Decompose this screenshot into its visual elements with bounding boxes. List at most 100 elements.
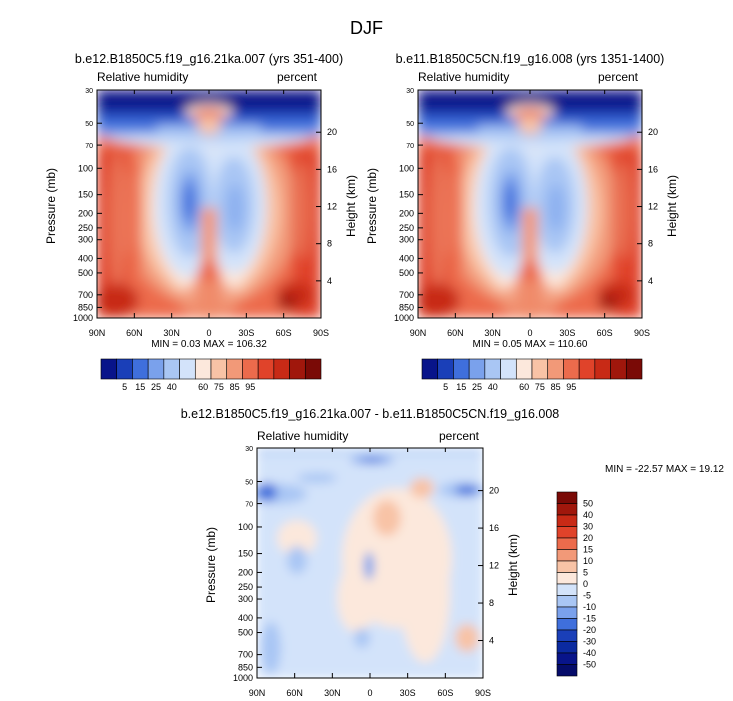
panel-2-x-tick-label: 30S (559, 328, 575, 338)
panel-3-colorbar-swatch (556, 641, 578, 654)
panel-1-colorbar-swatch (304, 358, 322, 380)
panel-2-y-tick-label: 1000 (394, 313, 414, 323)
panel-3-y-tick-label: 100 (238, 522, 253, 532)
panel-3-colorbar-label: -30 (583, 637, 596, 647)
panel-1-right-label: percent (277, 70, 318, 84)
panel-1-y-tick-label: 250 (78, 223, 93, 233)
panel-3-colorbar-swatch (556, 618, 578, 631)
panel-1-colorbar-swatch (210, 358, 228, 380)
panel-3-x-tick-label: 90S (475, 688, 491, 698)
panel-1-colorbar-swatch (273, 358, 290, 380)
panel-2-x-tick-label: 60S (597, 328, 613, 338)
panel-1-y-tick-label: 50 (85, 121, 93, 128)
panel-3-colorbar-swatch (556, 491, 578, 504)
panel-1-colorbar-label: 25 (151, 382, 161, 392)
panel-3-y-tick-right-label: 16 (489, 523, 499, 533)
panel-2-y-tick-right-label: 12 (648, 202, 658, 212)
panel-2-colorbar-swatch (500, 358, 517, 380)
panel-2-y-tick-label: 850 (399, 302, 414, 312)
panel-1-colorbar-label: 60 (198, 382, 208, 392)
panel-1-x-tick-label: 90S (313, 328, 329, 338)
panel-2-min-max: MIN = 0.05 MAX = 110.60 (473, 339, 588, 350)
panel-2-y-tick-right-label: 20 (648, 127, 658, 137)
figure-title: DJF (350, 18, 383, 38)
panel-2-y-tick-label: 700 (399, 290, 414, 300)
panel-1-y-tick-right-label: 4 (327, 276, 332, 286)
panel-1-x-tick-label: 30N (163, 328, 180, 338)
panel-2-x-tick-label: 60N (447, 328, 464, 338)
panel-1-colorbar-label: 85 (230, 382, 240, 392)
panel-2-y-tick-label: 200 (399, 208, 414, 218)
panel-2-colorbar-swatch (515, 358, 533, 380)
panel-2-y-tick-label: 500 (399, 268, 414, 278)
panel-1-x-tick-label: 0 (206, 328, 211, 338)
panel-3-contour-field (257, 448, 483, 678)
panel-3-colorbar-label: 5 (583, 568, 588, 578)
panel-3-y-tick-label: 200 (238, 567, 253, 577)
panel-2-y-axis-title-right: Height (km) (665, 175, 679, 237)
panel-2-y-tick-label: 100 (399, 163, 414, 173)
panel-1-y-tick-label: 1000 (73, 313, 93, 323)
panel-2-y-tick-label: 300 (399, 235, 414, 245)
panel-3-x-tick-label: 30N (324, 688, 341, 698)
panel-3-colorbar-label: 30 (583, 522, 593, 532)
panel-2-colorbar-swatch (578, 358, 596, 380)
panel-1-title: b.e12.B1850C5.f19_g16.21ka.007 (yrs 351-… (75, 52, 343, 66)
panel-2-colorbar-label: 15 (456, 382, 466, 392)
panel-1-y-tick-right-label: 8 (327, 239, 332, 249)
panel-3-y-tick-right-label: 20 (489, 486, 499, 496)
panel-2-y-tick-label: 30 (406, 88, 414, 95)
panel-2-y-tick-label: 400 (399, 253, 414, 263)
panel-2-colorbar-swatch (531, 358, 549, 380)
panel-2-colorbar-label: 95 (566, 382, 576, 392)
panel-1-colorbar-label: 15 (135, 382, 145, 392)
panel-1-colorbar-swatch (147, 358, 165, 380)
panel-1-colorbar-swatch (116, 358, 133, 380)
panel-2-colorbar-label: 5 (443, 382, 448, 392)
panel-2-contour-field (418, 90, 642, 318)
panel-1-colorbar-swatch (100, 358, 118, 380)
panel-3-colorbar-swatch (556, 560, 578, 573)
panel-3-y-tick-label: 1000 (233, 673, 253, 683)
panel-1-colorbar-swatch (132, 358, 149, 380)
panel-3-y-tick-label: 70 (245, 502, 253, 509)
panel-3-x-tick-label: 60N (286, 688, 303, 698)
panel-3-y-tick-label: 700 (238, 650, 253, 660)
panel-2-colorbar-label: 85 (551, 382, 561, 392)
panel-3-left-label: Relative humidity (257, 429, 348, 443)
panel-1-y-tick-label: 300 (78, 235, 93, 245)
panel-3-colorbar-swatch (556, 583, 578, 596)
panel-2-colorbar-label: 25 (472, 382, 482, 392)
panel-2-colorbar-swatch (563, 358, 580, 380)
panel-3-title: b.e12.B1850C5.f19_g16.21ka.007 - b.e11.B… (181, 407, 560, 421)
panel-3-colorbar-label: 10 (583, 556, 593, 566)
panel-1-x-tick-label: 30S (238, 328, 254, 338)
panel-1-colorbar-swatch (257, 358, 275, 380)
panel-3-y-tick-label: 250 (238, 582, 253, 592)
panel-1-x-tick-label: 60N (126, 328, 143, 338)
panel-1-y-tick-label: 850 (78, 302, 93, 312)
panel-1-x-tick-label: 60S (276, 328, 292, 338)
panel-2-colorbar-swatch (437, 358, 454, 380)
panel-1-y-tick-label: 500 (78, 268, 93, 278)
panel-3-y-axis-title-right: Height (km) (506, 534, 520, 596)
panel-1-colorbar-swatch (163, 358, 180, 380)
panel-1-y-tick-label: 400 (78, 253, 93, 263)
panel-1-colorbar-label: 5 (122, 382, 127, 392)
panel-2-colorbar-swatch (484, 358, 501, 380)
panel-2-colorbar-swatch (594, 358, 611, 380)
panel-3-colorbar-label: 50 (583, 499, 593, 509)
panel-2-y-tick-right-label: 16 (648, 164, 658, 174)
panel-3-y-tick-label: 400 (238, 613, 253, 623)
panel-3-colorbar-swatch (556, 537, 578, 550)
panel-3-colorbar-swatch (556, 664, 578, 677)
panel-3-colorbar-swatch (556, 595, 578, 608)
panel-2-colorbar-swatch (421, 358, 439, 380)
panel-3-colorbar-label: -40 (583, 648, 596, 658)
panel-1-colorbar-swatch (226, 358, 243, 380)
panel-2-y-tick-right-label: 4 (648, 276, 653, 286)
panel-3-colorbar-label: 15 (583, 545, 593, 555)
panel-3-y-tick-label: 500 (238, 628, 253, 638)
panel-3-y-tick-label: 300 (238, 594, 253, 604)
